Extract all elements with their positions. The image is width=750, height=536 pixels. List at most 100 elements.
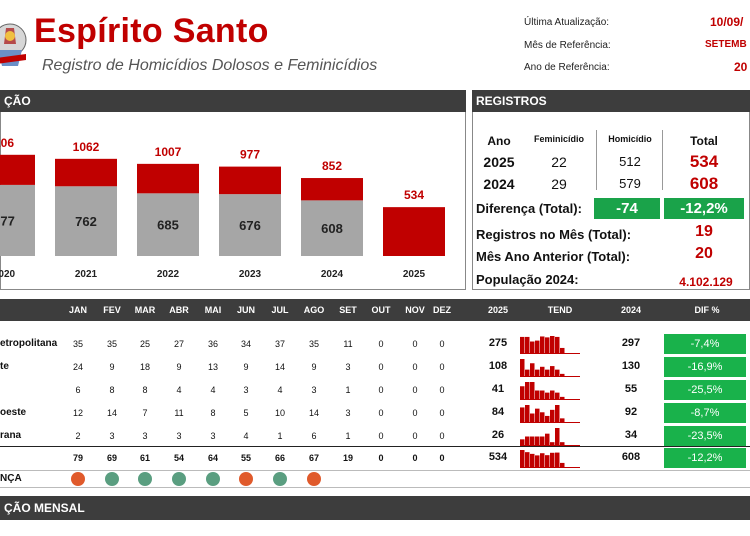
col-2025-header: 2025 <box>487 305 509 315</box>
trend-bar <box>555 428 560 445</box>
month-value: 0 <box>378 408 384 418</box>
registros-hom-2024: 579 <box>619 176 641 191</box>
trend-bar <box>535 340 540 353</box>
trend-bar <box>530 436 535 445</box>
month-header-fev: FEV <box>103 305 121 315</box>
trend-row <box>0 470 750 488</box>
trend-bar <box>530 363 535 376</box>
trend-sparkline <box>520 405 580 423</box>
month-value: 18 <box>139 362 150 372</box>
month-value: 11 <box>343 339 353 349</box>
trend-bar <box>545 392 550 399</box>
trend-indicator-dot <box>239 472 253 486</box>
trend-bar <box>540 436 545 445</box>
trend-bar <box>520 336 525 353</box>
registros-fem-2024: 29 <box>551 176 567 192</box>
trend-bar <box>555 405 560 422</box>
mes-ano-anterior-value: 20 <box>695 245 713 262</box>
month-value: 61 <box>139 453 150 463</box>
bar-red-2021 <box>55 158 117 187</box>
month-value: 7 <box>142 408 148 418</box>
registros-total-2024: 608 <box>689 174 719 193</box>
registros-year-2025: 2025 <box>483 154 515 170</box>
year-2024-value: 608 <box>621 451 641 463</box>
bar-red-2025 <box>383 207 445 256</box>
gray-label-2023: 676 <box>239 218 261 233</box>
evolution-chart: 106 777 2020 1062 762 2021 1007 685 2022 977 676 20… <box>0 136 445 280</box>
trend-bar <box>525 382 530 399</box>
bar-gray-2022 <box>137 193 199 256</box>
trend-indicator-dot <box>71 472 85 486</box>
month-value: 0 <box>412 408 418 418</box>
month-value: 0 <box>439 408 445 418</box>
month-value: 55 <box>240 453 251 463</box>
trend-bar <box>540 390 545 399</box>
trend-bar <box>525 405 530 422</box>
trend-bar <box>545 337 550 353</box>
populacao-value: 4.102.129 <box>679 275 733 289</box>
month-value: 3 <box>345 408 351 418</box>
dif-pct-value: -12,2% <box>664 448 746 468</box>
month-value: 0 <box>412 431 418 441</box>
year-2025-value: 275 <box>488 337 508 349</box>
trend-bar <box>550 336 555 353</box>
month-value: 0 <box>439 453 445 463</box>
reference-year-value: 20 <box>734 60 748 74</box>
month-value: 3 <box>142 431 148 441</box>
x-tick-2023: 2023 <box>239 269 262 280</box>
month-value: 9 <box>176 362 182 372</box>
monthly-evolution-header: ÇÃO MENSAL <box>0 496 750 520</box>
month-value: 3 <box>176 431 182 441</box>
trend-bar <box>560 396 565 399</box>
registros-fem-2025: 22 <box>551 154 567 170</box>
registros-mes-label: Registros no Mês (Total): <box>476 227 632 242</box>
month-header-jun: JUN <box>236 305 255 315</box>
month-value: 3 <box>109 431 115 441</box>
bar-red-2020 <box>0 154 35 185</box>
month-value: 66 <box>274 453 285 463</box>
month-header-out: OUT <box>371 305 391 315</box>
dif-pct-value: -23,5% <box>664 426 746 446</box>
month-header-nov: NOV <box>405 305 425 315</box>
month-value: 0 <box>412 385 418 395</box>
month-header-set: SET <box>339 305 357 315</box>
year-2025-value: 108 <box>488 360 508 372</box>
month-value: 6 <box>75 385 81 395</box>
month-value: 0 <box>439 431 445 441</box>
month-value: 35 <box>72 339 83 349</box>
month-value: 3 <box>311 385 317 395</box>
trend-bar <box>545 369 550 376</box>
trend-bar <box>530 413 535 422</box>
registros-header: REGISTROS <box>472 90 750 112</box>
trend-bar <box>560 347 565 353</box>
x-tick-2022: 2022 <box>157 269 180 280</box>
x-tick-2020: 2020 <box>0 269 16 280</box>
trend-bar <box>540 453 545 467</box>
bar-gray-2023 <box>219 194 281 256</box>
bar-red-2022 <box>137 163 199 194</box>
region-name: oeste <box>0 407 27 418</box>
bar-gray-2021 <box>55 186 117 256</box>
evolution-header: ÇÃO <box>0 90 466 112</box>
month-value: 25 <box>139 339 150 349</box>
gray-label-2024: 608 <box>321 221 343 236</box>
month-value: 6 <box>311 431 317 441</box>
col-tend-header: TEND <box>547 305 573 315</box>
diferenca-label: Diferença (Total): <box>476 201 582 216</box>
table-row: te 24 9 18 9 13 9 14 9 3 0 0 0 108 130 -16,9% <box>0 356 750 378</box>
x-tick-2024: 2024 <box>321 269 344 280</box>
registros-mes-value: 19 <box>695 223 713 240</box>
month-value: 24 <box>72 362 83 372</box>
trend-bar <box>525 436 530 445</box>
trend-row-label: NÇA <box>0 473 22 484</box>
col-feminicidio-header: Feminicídio <box>533 134 584 144</box>
month-header-mar: MAR <box>134 305 156 315</box>
month-value: 4 <box>210 385 216 395</box>
month-value: 4 <box>176 385 182 395</box>
month-value: 1 <box>277 431 283 441</box>
month-value: 13 <box>207 362 218 372</box>
col-dif-header: DIF % <box>694 305 720 315</box>
diferenca-pct-value: -12,2% <box>664 198 744 219</box>
month-value: 3 <box>345 362 351 372</box>
total-label-2020: 106 <box>0 136 14 150</box>
